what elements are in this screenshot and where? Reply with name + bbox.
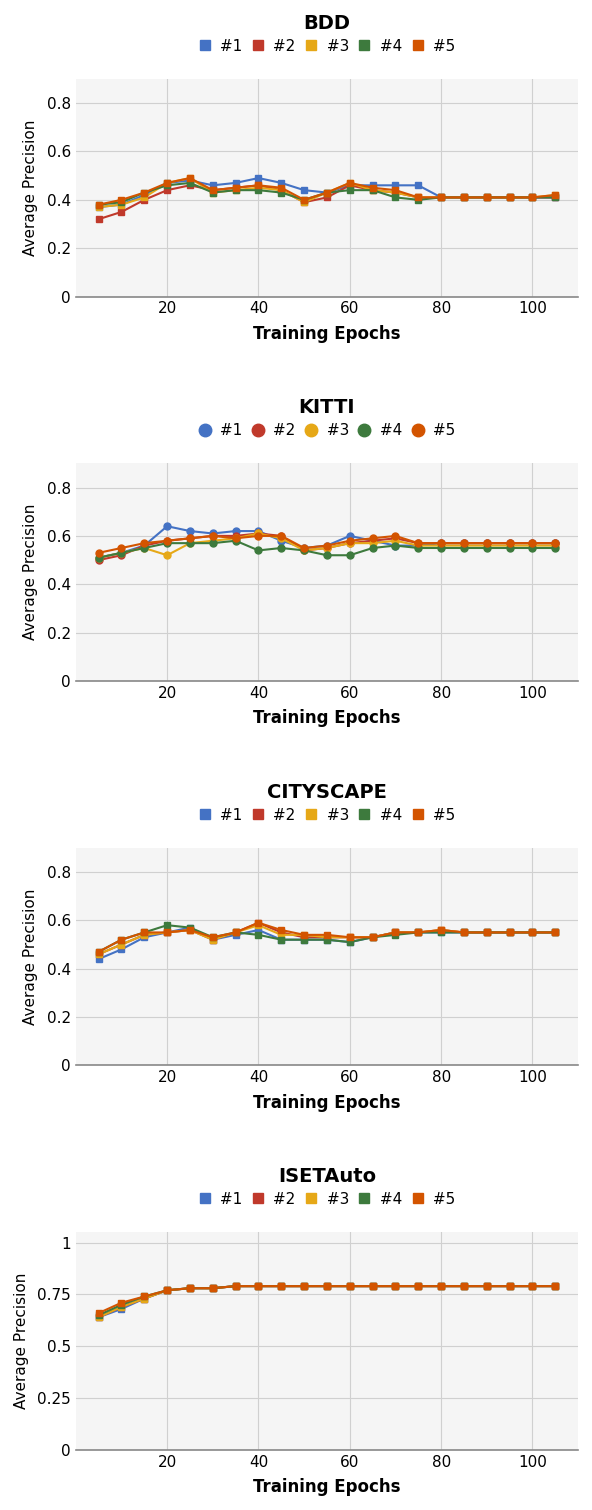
Y-axis label: Average Precision: Average Precision bbox=[14, 1273, 29, 1409]
Legend:  #1,  #2,  #3,  #4,  #5: #1, #2, #3, #4, #5 bbox=[198, 1191, 455, 1206]
Y-axis label: Average Precision: Average Precision bbox=[24, 888, 38, 1025]
Y-axis label: Average Precision: Average Precision bbox=[24, 504, 38, 640]
Legend:  #1,  #2,  #3,  #4,  #5: #1, #2, #3, #4, #5 bbox=[198, 808, 455, 823]
Title: KITTI: KITTI bbox=[299, 399, 355, 417]
X-axis label: Training Epochs: Training Epochs bbox=[253, 1093, 401, 1111]
Y-axis label: Average Precision: Average Precision bbox=[24, 119, 38, 255]
Legend:  #1,  #2,  #3,  #4,  #5: #1, #2, #3, #4, #5 bbox=[198, 423, 455, 438]
X-axis label: Training Epochs: Training Epochs bbox=[253, 710, 401, 728]
Title: CITYSCAPE: CITYSCAPE bbox=[267, 782, 387, 802]
X-axis label: Training Epochs: Training Epochs bbox=[253, 325, 401, 343]
X-axis label: Training Epochs: Training Epochs bbox=[253, 1478, 401, 1496]
Legend:  #1,  #2,  #3,  #4,  #5: #1, #2, #3, #4, #5 bbox=[198, 39, 455, 54]
Title: BDD: BDD bbox=[304, 14, 350, 33]
Title: ISETAuto: ISETAuto bbox=[278, 1167, 376, 1187]
